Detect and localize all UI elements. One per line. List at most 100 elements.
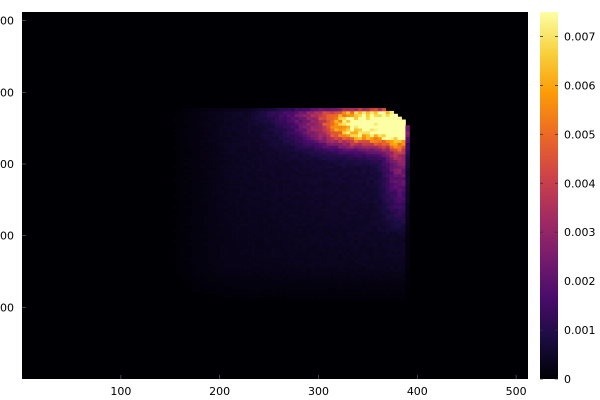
heatmap-cell: [219, 251, 225, 255]
heatmap-cell: [306, 162, 311, 166]
heatmap-cell: [278, 288, 284, 292]
heatmap-cell: [267, 237, 272, 241]
heatmap-cell: [330, 282, 335, 287]
heatmap-cell: [377, 294, 383, 298]
heatmap-cell: [290, 151, 296, 155]
heatmap-cell: [275, 265, 280, 270]
heatmap-cells: [172, 108, 410, 301]
heatmap-cell: [306, 156, 311, 161]
heatmap-cell: [235, 282, 240, 287]
heatmap-cell: [346, 225, 351, 229]
x-tick-label: 400: [407, 385, 428, 398]
heatmap-cell: [389, 239, 394, 244]
heatmap-cell: [290, 214, 296, 218]
heatmap-cell: [322, 239, 327, 244]
heatmap-cell: [247, 113, 252, 118]
heatmap-cell: [271, 234, 276, 238]
heatmap-cell: [188, 168, 193, 172]
heatmap-cell: [259, 245, 264, 249]
heatmap-cell: [381, 179, 387, 183]
heatmap-cell: [365, 225, 371, 229]
heatmap-cell: [215, 148, 221, 152]
heatmap-cell: [381, 257, 387, 261]
heatmap-cell: [267, 145, 272, 149]
heatmap-cell: [385, 202, 391, 206]
heatmap-cell: [298, 179, 304, 183]
heatmap-cell: [247, 265, 252, 270]
heatmap-cell: [215, 222, 221, 227]
heatmap-cell: [330, 251, 335, 255]
heatmap-cell: [251, 245, 256, 249]
heatmap-cell: [385, 217, 391, 221]
heatmap-cell: [247, 262, 252, 267]
heatmap-cell: [290, 268, 296, 272]
heatmap-cell: [334, 108, 339, 112]
heatmap-cell: [385, 228, 391, 232]
heatmap-cell: [191, 214, 197, 218]
heatmap-cell: [239, 136, 244, 140]
heatmap-cell: [251, 265, 256, 270]
heatmap-cell: [243, 242, 248, 247]
heatmap-cell: [255, 291, 260, 295]
heatmap-cell: [290, 133, 296, 138]
heatmap-cell: [176, 208, 181, 212]
heatmap-cell: [346, 174, 351, 178]
heatmap-cell: [350, 277, 355, 281]
heatmap-cell: [207, 110, 213, 115]
heatmap-cell: [267, 174, 272, 178]
heatmap-cell: [377, 174, 383, 178]
heatmap-cell: [393, 254, 398, 258]
heatmap-cell: [259, 151, 264, 155]
heatmap-cell: [223, 237, 228, 241]
heatmap-cell: [199, 234, 205, 238]
heatmap-cell: [271, 202, 276, 206]
heatmap-cell: [259, 196, 264, 201]
heatmap-cell: [267, 153, 272, 158]
heatmap-cell: [330, 217, 335, 221]
heatmap-cell: [346, 116, 351, 120]
heatmap-cell: [199, 139, 205, 143]
heatmap-cell: [207, 136, 213, 140]
heatmap-cell: [306, 108, 311, 112]
heatmap-cell: [314, 116, 319, 120]
heatmap-cell: [361, 179, 367, 183]
heatmap-cell: [314, 257, 319, 261]
heatmap-cell: [176, 142, 181, 146]
heatmap-cell: [393, 257, 398, 261]
heatmap-cell: [314, 228, 319, 232]
heatmap-cell: [365, 248, 371, 252]
heatmap-cell: [373, 294, 379, 298]
heatmap-cell: [278, 191, 284, 195]
heatmap-cell: [188, 196, 193, 201]
heatmap-cell: [203, 280, 209, 284]
heatmap-cell: [219, 179, 225, 183]
heatmap-cell: [302, 219, 308, 224]
heatmap-cell: [275, 151, 280, 155]
heatmap-cell: [350, 162, 355, 166]
heatmap-cell: [243, 130, 248, 135]
heatmap-cell: [251, 282, 256, 287]
heatmap-cell: [393, 139, 398, 143]
heatmap-cell: [235, 171, 240, 175]
heatmap-cell: [326, 145, 331, 149]
heatmap-cell: [381, 108, 387, 112]
heatmap-cell: [271, 179, 276, 183]
heatmap-cell: [227, 171, 232, 175]
heatmap-cell: [373, 179, 379, 183]
heatmap-cell: [231, 277, 236, 281]
heatmap-cell: [195, 142, 201, 146]
heatmap-cell: [243, 239, 248, 244]
heatmap-cell: [298, 196, 304, 201]
heatmap-cell: [306, 219, 311, 224]
heatmap-cell: [373, 254, 379, 258]
heatmap-cell: [302, 119, 308, 123]
heatmap-cell: [326, 260, 331, 264]
heatmap-cell: [176, 262, 181, 267]
heatmap-cell: [361, 262, 367, 267]
heatmap-cell: [405, 225, 410, 229]
heatmap-cell: [235, 257, 240, 261]
heatmap-cell: [231, 194, 236, 198]
heatmap-cell: [215, 194, 221, 198]
heatmap-cell: [199, 274, 205, 278]
heatmap-cell: [350, 142, 355, 146]
